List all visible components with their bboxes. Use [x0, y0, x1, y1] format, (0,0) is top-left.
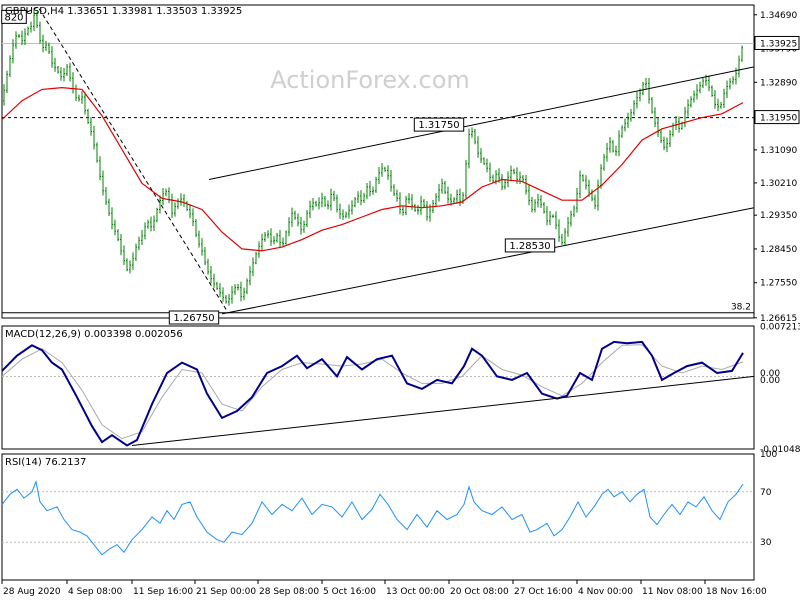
main-frame — [1, 4, 755, 319]
price-label: 1.28530 — [509, 241, 550, 252]
price-tick-label: 1.30210 — [760, 179, 797, 189]
dashed-decline-trendline — [1, 6, 228, 312]
axes: 1.346901.337901.328901.319501.310901.302… — [1, 11, 800, 597]
macd-frame — [1, 325, 755, 450]
price-label: 1.26750 — [173, 313, 214, 324]
macd-signal-line — [1, 344, 744, 440]
price-tick-label: 1.34690 — [760, 11, 797, 21]
macd-panel — [1, 340, 755, 447]
time-tick-label: 5 Oct 16:00 — [323, 587, 376, 597]
price-label-box — [413, 117, 465, 132]
channel-upper-trendline — [208, 66, 755, 180]
price-tick-label: 1.29350 — [760, 211, 797, 221]
macd-tick-label: -0.01048 — [760, 445, 800, 455]
time-tick-label: 4 Nov 00:00 — [578, 587, 633, 597]
time-tick-label: 28 Sep 08:00 — [259, 587, 319, 597]
price-tick-label: 1.31090 — [760, 146, 797, 156]
time-tick-label: 18 Nov 16:00 — [706, 587, 767, 597]
price-tick-label: 1.26615 — [760, 314, 797, 324]
current-price-label: 1.33925 — [760, 39, 797, 49]
time-tick-label: 13 Oct 00:00 — [386, 587, 445, 597]
time-tick-label: 4 Sep 08:00 — [68, 587, 123, 597]
level-price-box — [754, 110, 800, 125]
price-label-box — [504, 238, 556, 253]
time-tick-label: 28 Aug 2020 — [3, 587, 61, 597]
macd-title: MACD(12,26,9) 0.003398 0.002056 — [5, 329, 183, 340]
price-label-box — [168, 310, 220, 325]
candles — [3, 9, 743, 306]
price-tick-label: 1.27550 — [760, 279, 797, 289]
rsi-tick-label: 30 — [760, 538, 772, 548]
current-price-box — [754, 35, 800, 50]
time-tick-label: 11 Nov 08:00 — [642, 587, 703, 597]
fib-38-label: 38.2 — [731, 303, 751, 313]
panel-frames — [1, 4, 755, 581]
rsi-frame — [1, 453, 755, 581]
channel-lower-trendline — [221, 207, 755, 315]
price-tick-label: 1.28450 — [760, 245, 797, 255]
level-price-label: 1.31950 — [760, 114, 797, 124]
price-tick-label: 1.32890 — [760, 78, 797, 88]
price-label-box — [1, 9, 27, 24]
rsi-title: RSI(14) 76.2137 — [5, 457, 86, 468]
time-tick-label: 21 Sep 00:00 — [196, 587, 256, 597]
macd-tick-label: 0.00 — [760, 376, 780, 386]
watermark: ActionForex.com — [270, 66, 470, 94]
time-tick-label: 27 Oct 16:00 — [514, 587, 573, 597]
price-label: 820 — [4, 12, 23, 23]
price-panel: 38.2 1.31750 1.28530 1.26750 820 — [1, 6, 755, 325]
rsi-tick-label: 70 — [760, 488, 772, 498]
macd-main-line — [1, 340, 744, 447]
symbol-header: GBPUSD,H4 1.33651 1.33981 1.33503 1.3392… — [5, 6, 242, 17]
time-tick-label: 11 Sep 16:00 — [133, 587, 193, 597]
macd-tick-label: 0.007213 — [760, 323, 800, 333]
rsi-line — [1, 479, 744, 556]
macd-trendline — [131, 375, 755, 446]
ema-line — [1, 86, 744, 252]
macd-tick-label: 0.00 — [760, 369, 780, 379]
price-label: 1.31750 — [418, 120, 459, 131]
rsi-panel — [1, 479, 754, 556]
rsi-tick-label: 100 — [760, 450, 777, 460]
time-tick-label: 20 Oct 08:00 — [450, 587, 509, 597]
